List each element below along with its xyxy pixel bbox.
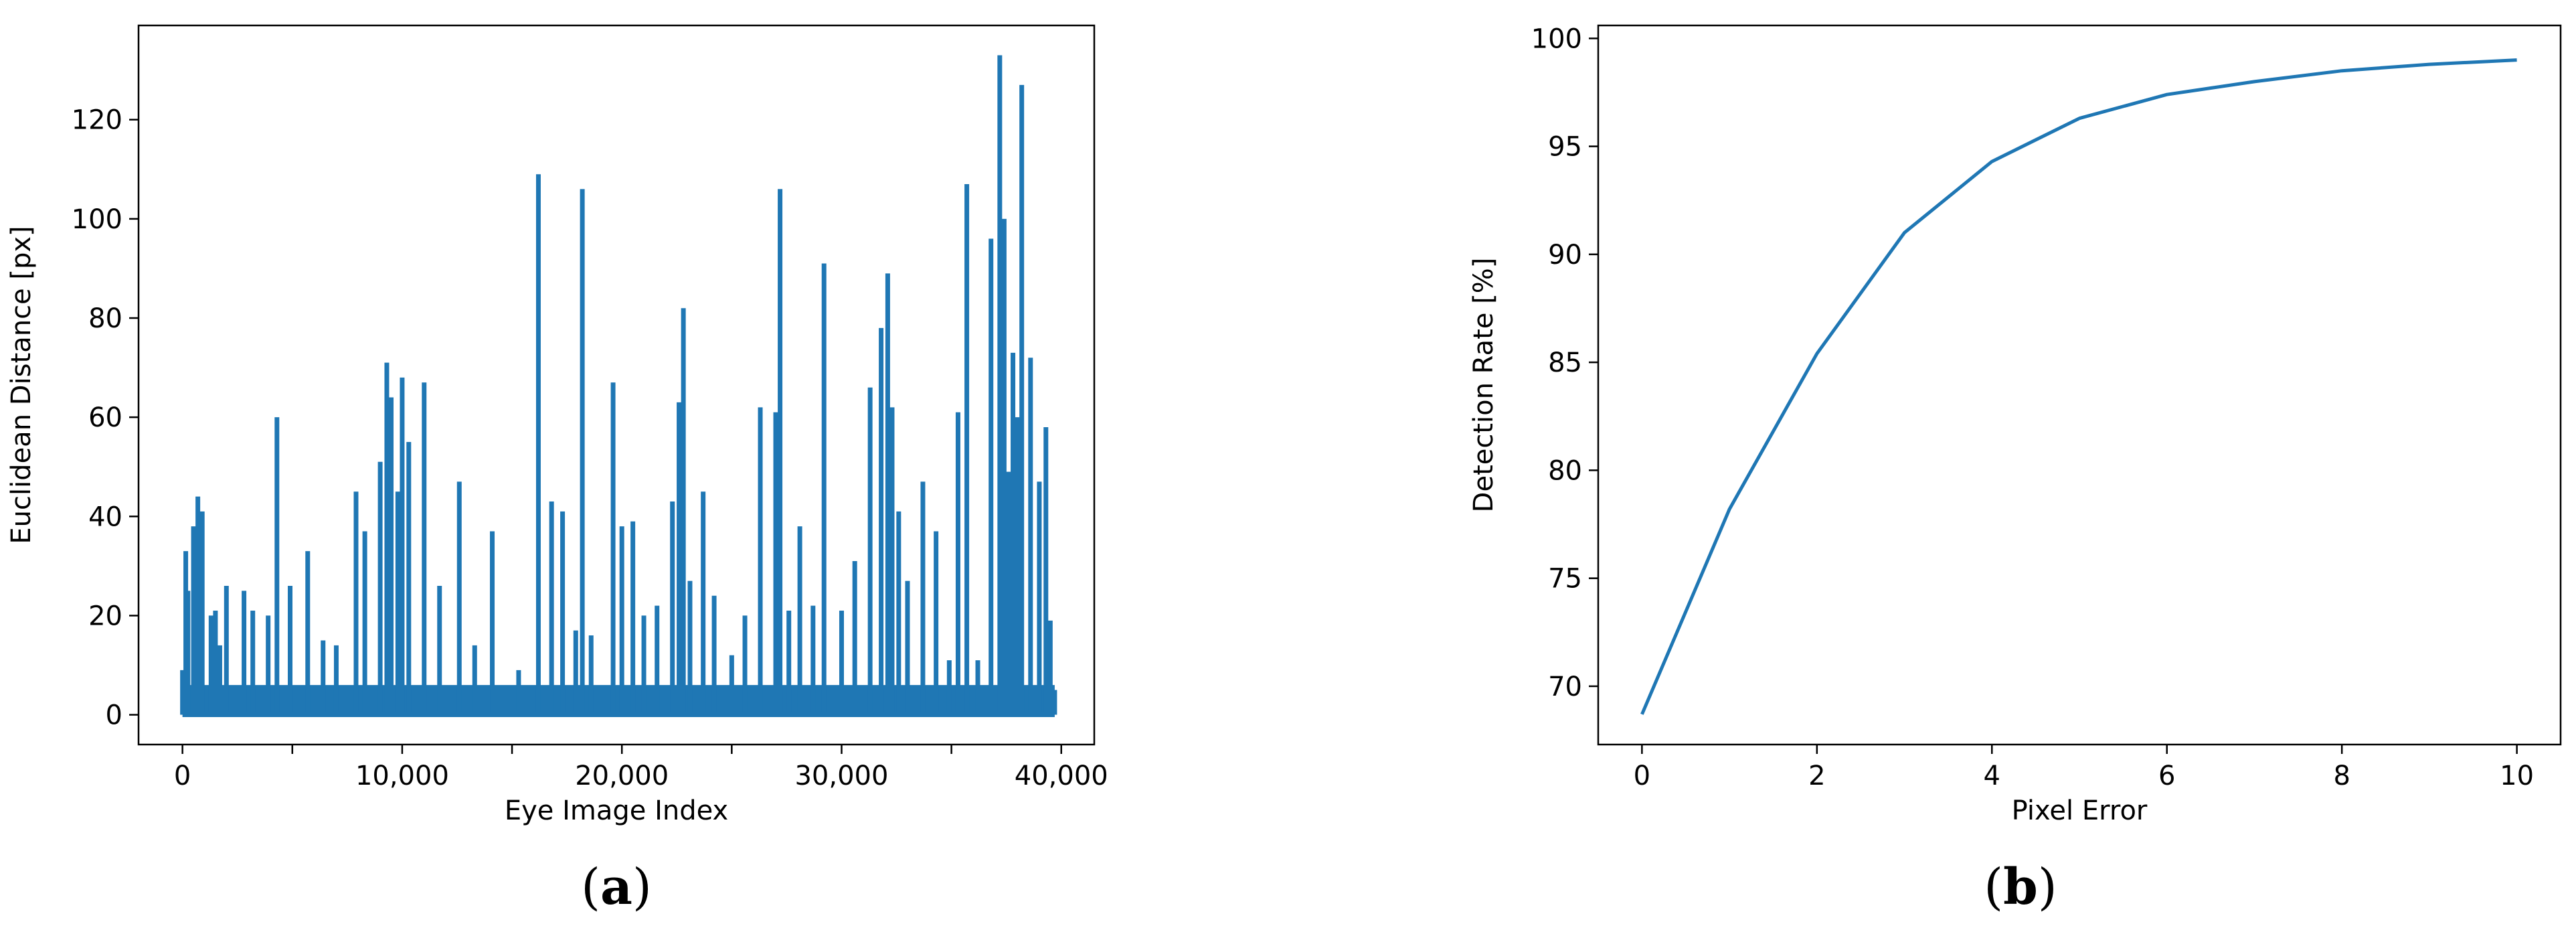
y-tick-label: 85 — [1548, 347, 1582, 378]
y-axis-label: Euclidean Distance [px] — [6, 226, 37, 544]
y-tick-label: 80 — [88, 303, 122, 334]
chart-panel-b: 0 2 4 6 8 10 70 75 80 85 90 95 100 Pixel Error Detecti… — [1468, 23, 2562, 916]
y-tick-label: 95 — [1548, 132, 1582, 163]
x-tick-label: 0 — [174, 761, 191, 791]
x-axis-label: Eye Image Index — [505, 795, 728, 826]
x-tick-label: 10,000 — [355, 761, 449, 791]
chart-panel-a: 0 10,000 20,000 30,000 40,000 0 20 40 60 80 100 120… — [6, 24, 1108, 916]
x-tick-label: 40,000 — [1015, 761, 1108, 791]
x-tick-label: 0 — [1634, 761, 1650, 791]
panel-letter: b — [2003, 858, 2038, 916]
x-tick-label: 20,000 — [575, 761, 669, 791]
x-tick-label: 4 — [1984, 761, 2000, 791]
y-tick-label: 90 — [1548, 240, 1582, 270]
y-axis-label: Detection Rate [%] — [1468, 258, 1499, 513]
y-tick-label: 70 — [1548, 672, 1582, 702]
x-tick-label: 8 — [2333, 761, 2350, 791]
y-tick-label: 120 — [72, 105, 122, 136]
y-tick-label: 75 — [1548, 564, 1582, 595]
y-tick-label: 0 — [106, 700, 122, 731]
x-tick-label: 2 — [1808, 761, 1825, 791]
y-tick-label: 60 — [88, 402, 122, 433]
axes-frame — [1597, 24, 2562, 746]
panel-letter: a — [600, 858, 632, 916]
y-tick-label: 40 — [88, 501, 122, 532]
x-tick-label: 10 — [2500, 761, 2534, 791]
y-tick-label: 80 — [1548, 455, 1582, 486]
y-tick-label: 100 — [72, 204, 122, 235]
series-line-0 — [1640, 58, 2517, 715]
y-tick-label: 100 — [1531, 23, 1582, 54]
x-axis-label: Pixel Error — [2012, 795, 2148, 826]
panel-label: (a) — [581, 858, 652, 916]
panel-label: (b) — [1984, 858, 2057, 916]
y-tick-label: 20 — [88, 601, 122, 631]
series-line-0 — [180, 55, 1057, 718]
x-tick-label: 6 — [2158, 761, 2175, 791]
x-tick-label: 30,000 — [794, 761, 888, 791]
axes-frame — [137, 24, 1096, 746]
